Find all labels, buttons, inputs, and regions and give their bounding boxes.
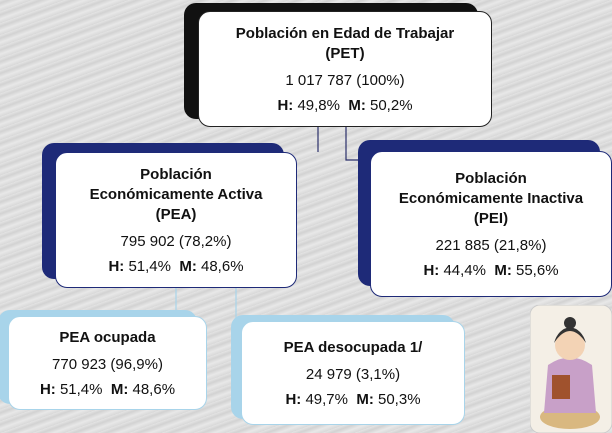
node-title: (PET) (325, 44, 364, 64)
stat-value: 49,7% (305, 391, 348, 408)
node-title: (PEA) (156, 205, 197, 225)
stat-label: M: (179, 258, 197, 275)
node-stats: H: 49,7% M: 50,3% (285, 391, 420, 408)
node-stats: H: 51,4% M: 48,6% (108, 258, 243, 275)
node-value: 795 902 (78,2%) (121, 233, 232, 250)
stat-label: M: (111, 381, 129, 398)
node-stats: H: 44,4% M: 55,6% (423, 262, 558, 279)
node-title: Población (455, 169, 527, 189)
stat-label: H: (285, 391, 301, 408)
stat-value: 55,6% (516, 262, 559, 279)
node-stats: H: 49,8% M: 50,2% (277, 97, 412, 114)
stat-label: M: (356, 391, 374, 408)
stat-label: M: (348, 97, 366, 114)
node-box: PEA ocupada 770 923 (96,9%) H: 51,4% M: 48… (8, 316, 207, 410)
stat-label: H: (277, 97, 293, 114)
node-box: PEA desocupada 1/24 979 (3,1%) H: 49,7% M… (241, 321, 465, 425)
stat-value: 50,2% (370, 97, 413, 114)
stat-label: H: (108, 258, 124, 275)
stat-value: 44,4% (443, 262, 486, 279)
stat-label: H: (40, 381, 56, 398)
node-value: 24 979 (3,1%) (306, 366, 400, 383)
node-value: 221 885 (21,8%) (436, 237, 547, 254)
node-title: PEA ocupada (59, 328, 155, 348)
stat-value: 50,3% (378, 391, 421, 408)
node-title: Económicamente Inactiva (399, 189, 583, 209)
node-title: Población en Edad de Trabajar (236, 24, 454, 44)
node-box: Población en Edad de Trabajar(PET) 1 017 … (198, 11, 492, 127)
stat-label: H: (423, 262, 439, 279)
stat-value: 51,4% (60, 381, 103, 398)
node-title: Población (140, 165, 212, 185)
node-value: 770 923 (96,9%) (52, 356, 163, 373)
node-title: (PEI) (474, 209, 508, 229)
stat-value: 48,6% (201, 258, 244, 275)
node-value: 1 017 787 (100%) (285, 72, 404, 89)
node-title: Económicamente Activa (90, 185, 263, 205)
stat-label: M: (494, 262, 512, 279)
illustration (530, 305, 612, 433)
diagram: Población en Edad de Trabajar(PET) 1 017 … (0, 0, 612, 433)
stat-value: 48,6% (133, 381, 176, 398)
node-stats: H: 51,4% M: 48,6% (40, 381, 175, 398)
stat-value: 51,4% (128, 258, 171, 275)
stat-value: 49,8% (297, 97, 340, 114)
node-title: PEA desocupada 1/ (284, 338, 423, 358)
